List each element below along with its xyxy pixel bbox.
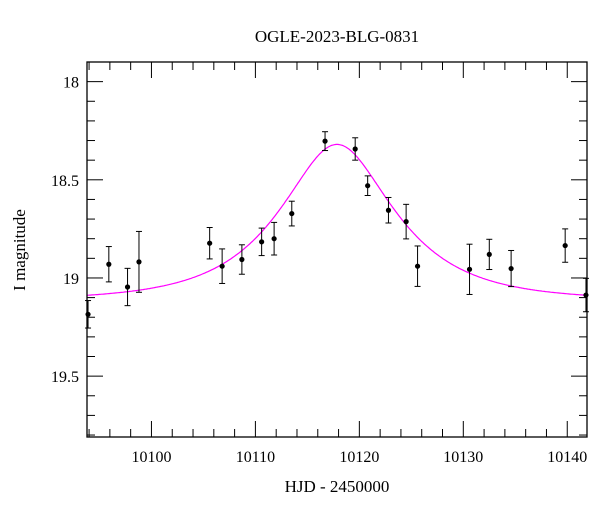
data-point [124, 267, 131, 307]
x-tick-label: 10110 [236, 449, 275, 466]
point-marker [466, 266, 473, 272]
y-tick-label: 19 [63, 271, 79, 288]
data-point [271, 221, 278, 256]
data-point [414, 245, 421, 287]
point-marker [106, 261, 112, 267]
point-marker [259, 239, 265, 245]
data-point [562, 228, 569, 263]
point-marker [414, 263, 421, 269]
point-marker [562, 242, 568, 249]
point-marker [207, 240, 213, 246]
y-tick-label: 19.5 [51, 369, 79, 386]
point-marker [85, 311, 91, 317]
point-marker [271, 236, 277, 242]
data-point [219, 248, 226, 284]
x-tick-label: 10120 [339, 449, 379, 466]
data-point [322, 131, 329, 152]
point-marker [486, 251, 492, 258]
x-axis-label: HJD - 2450000 [285, 477, 390, 496]
data-point [258, 227, 265, 257]
point-marker [322, 138, 328, 144]
chart-title: OGLE-2023-BLG-0831 [255, 27, 419, 46]
data-point [288, 200, 295, 227]
tick-labels: 10100 10110 10120 10130 10140 18 18.5 19 19.5 [51, 75, 587, 466]
data-point [508, 249, 515, 288]
y-tick-label: 18 [63, 75, 79, 92]
data-point [486, 238, 493, 271]
data-point [85, 300, 92, 329]
data-point [582, 277, 589, 313]
point-marker [239, 256, 245, 263]
data-point [403, 203, 410, 240]
point-marker [403, 219, 409, 225]
plot-frame [86, 61, 588, 438]
data-point [385, 196, 392, 224]
point-marker [136, 259, 142, 265]
point-marker [385, 207, 392, 213]
x-tick-label: 10130 [443, 449, 483, 466]
point-marker [124, 284, 131, 290]
point-marker [365, 183, 371, 189]
data-point [352, 137, 359, 161]
point-marker [583, 292, 589, 298]
model-curve [86, 143, 586, 296]
point-marker [352, 146, 358, 152]
y-tick-label: 18.5 [51, 173, 79, 190]
point-marker [289, 210, 295, 217]
data-point [466, 243, 473, 295]
x-tick-label: 10140 [547, 449, 587, 466]
data-point [238, 244, 245, 275]
point-marker [219, 263, 225, 269]
model-line [86, 143, 586, 296]
data-points [85, 131, 589, 329]
data-point [135, 230, 142, 293]
data-point [105, 246, 112, 283]
point-marker [508, 265, 514, 272]
x-tick-label: 10100 [131, 449, 171, 466]
y-axis-label: I magnitude [10, 209, 29, 291]
data-point [206, 227, 213, 260]
axis-ticks [87, 62, 587, 437]
data-point [364, 175, 371, 197]
